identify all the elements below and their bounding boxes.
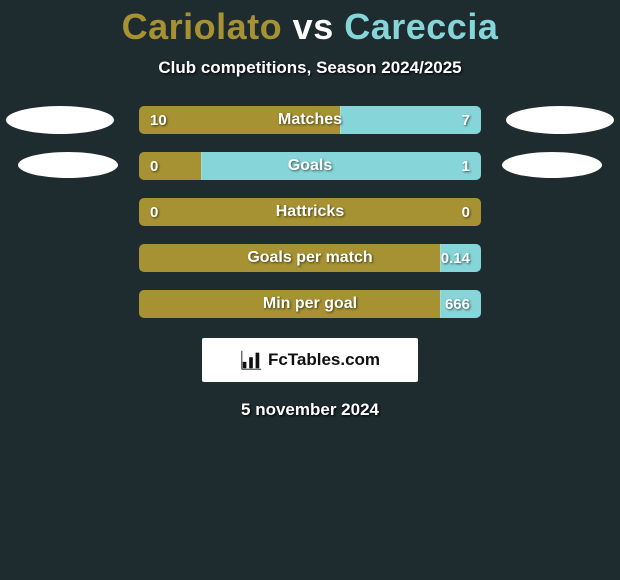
stat-seg-left	[139, 198, 481, 226]
comparison-card: Cariolato vs Careccia Club competitions,…	[0, 0, 620, 420]
stat-seg-left	[139, 106, 340, 134]
stat-rows: Matches107 Goals01 Hattricks00 Goals per ma…	[0, 106, 620, 318]
stat-row: Hattricks00	[0, 198, 620, 226]
logo-box[interactable]: FcTables.com	[202, 338, 418, 382]
stat-seg-divider	[440, 290, 441, 318]
stat-bar: Goals	[139, 152, 481, 180]
bar-chart-icon	[240, 349, 262, 371]
stat-seg-divider	[340, 106, 341, 134]
stat-bar: Goals per match	[139, 244, 481, 272]
stat-seg-right	[440, 244, 481, 272]
logo-text: FcTables.com	[268, 350, 380, 370]
stat-seg-divider	[440, 244, 441, 272]
stat-bar: Hattricks	[139, 198, 481, 226]
stat-seg-left	[139, 244, 440, 272]
page-title: Cariolato vs Careccia	[0, 6, 620, 48]
stat-seg-right	[440, 290, 481, 318]
stat-seg-divider	[201, 152, 202, 180]
stat-seg-left	[139, 290, 440, 318]
stat-seg-right	[340, 106, 481, 134]
stat-row: Goals01	[0, 152, 620, 180]
stat-bar: Min per goal	[139, 290, 481, 318]
stat-seg-left	[139, 152, 201, 180]
stat-seg-right	[201, 152, 481, 180]
title-player2: Careccia	[344, 6, 498, 47]
title-player1: Cariolato	[122, 6, 283, 47]
stat-row: Min per goal666	[0, 290, 620, 318]
stat-row: Goals per match0.14	[0, 244, 620, 272]
title-vs: vs	[293, 6, 334, 47]
date: 5 november 2024	[0, 400, 620, 420]
stat-bar: Matches	[139, 106, 481, 134]
subtitle: Club competitions, Season 2024/2025	[0, 58, 620, 78]
stat-row: Matches107	[0, 106, 620, 134]
